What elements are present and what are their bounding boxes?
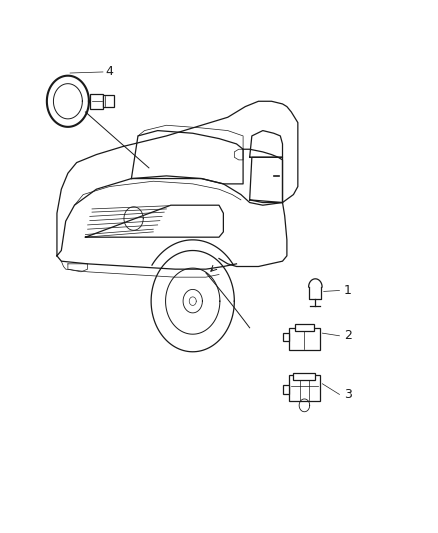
FancyBboxPatch shape <box>283 385 289 394</box>
FancyBboxPatch shape <box>293 373 315 381</box>
Text: 2: 2 <box>344 329 352 342</box>
Text: 3: 3 <box>344 388 352 401</box>
FancyBboxPatch shape <box>90 94 103 109</box>
Text: 4: 4 <box>105 66 113 78</box>
Text: 1: 1 <box>344 284 352 297</box>
FancyBboxPatch shape <box>289 375 320 401</box>
FancyBboxPatch shape <box>283 333 289 342</box>
FancyBboxPatch shape <box>103 95 114 107</box>
FancyBboxPatch shape <box>295 324 314 331</box>
FancyBboxPatch shape <box>289 328 320 351</box>
